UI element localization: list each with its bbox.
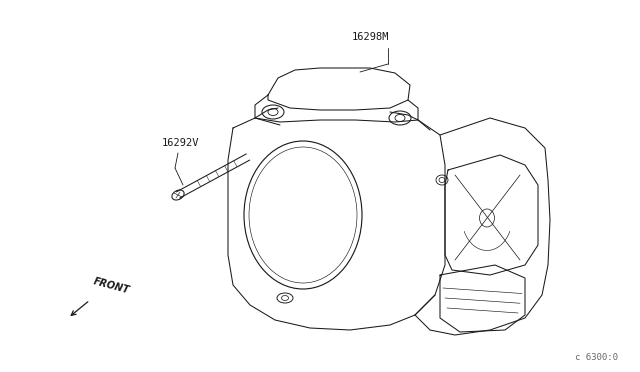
Ellipse shape [262, 105, 284, 119]
Text: 16292V: 16292V [162, 138, 200, 148]
Ellipse shape [172, 190, 184, 200]
Ellipse shape [244, 141, 362, 289]
Text: c 6300:0: c 6300:0 [575, 353, 618, 362]
Text: FRONT: FRONT [92, 277, 131, 296]
Ellipse shape [436, 175, 448, 185]
Ellipse shape [389, 111, 411, 125]
Text: 16298M: 16298M [351, 32, 388, 42]
Ellipse shape [277, 293, 293, 303]
